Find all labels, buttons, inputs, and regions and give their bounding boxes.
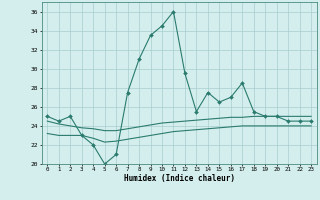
X-axis label: Humidex (Indice chaleur): Humidex (Indice chaleur)	[124, 174, 235, 183]
